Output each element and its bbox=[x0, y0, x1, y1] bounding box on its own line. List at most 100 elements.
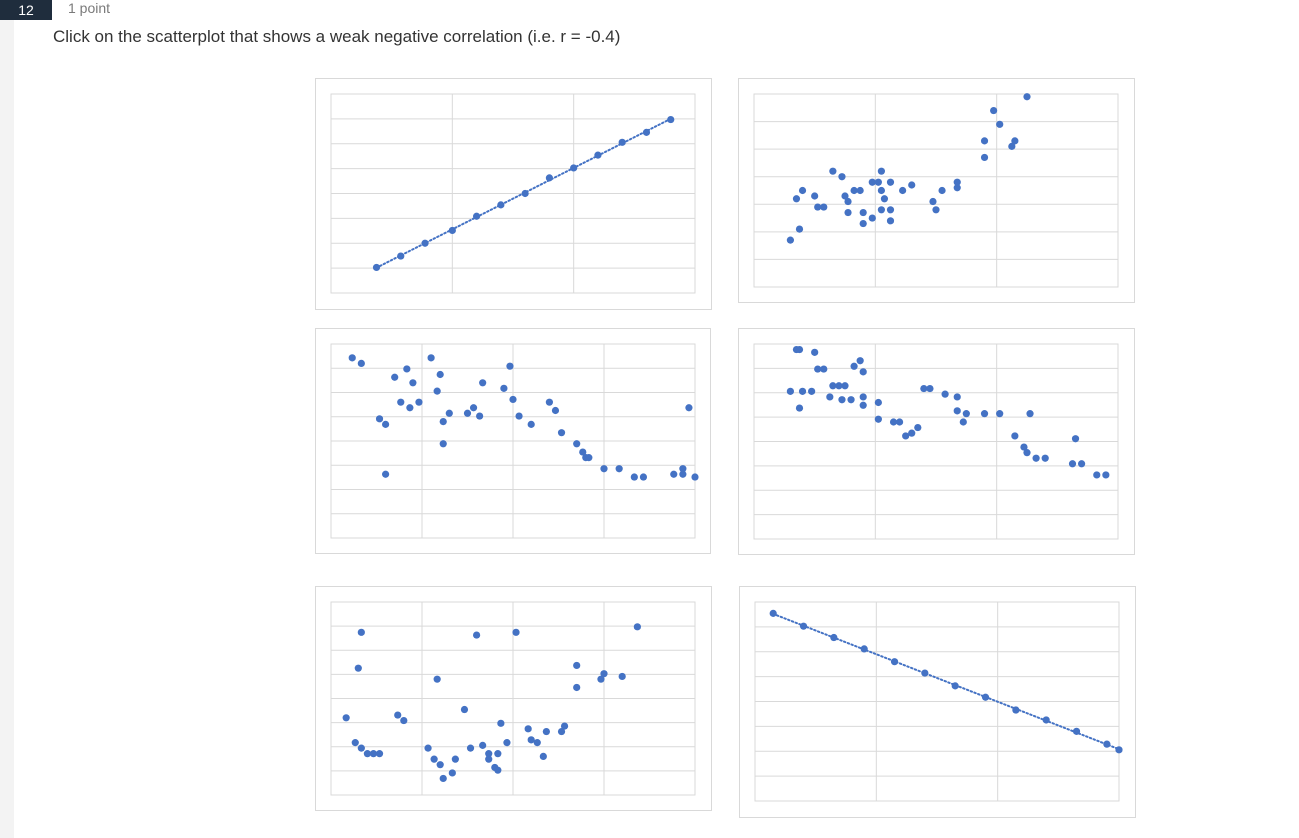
scatterplot-option-2[interactable] bbox=[738, 78, 1135, 303]
scatter-point bbox=[551, 406, 560, 415]
scatter-point bbox=[814, 365, 822, 373]
scatterplot-4 bbox=[753, 343, 1119, 540]
scatter-point bbox=[890, 658, 899, 666]
scatter-point bbox=[1042, 716, 1050, 724]
scatter-point bbox=[451, 755, 459, 763]
scatter-point bbox=[841, 192, 849, 200]
scatter-point bbox=[427, 354, 435, 362]
scatter-point bbox=[466, 744, 475, 752]
scatter-point bbox=[600, 465, 608, 473]
scatter-point bbox=[889, 418, 898, 426]
scatter-point bbox=[914, 423, 922, 432]
scatter-point bbox=[430, 755, 438, 763]
scatter-point bbox=[560, 722, 569, 730]
scatter-point bbox=[959, 418, 967, 426]
scatter-point bbox=[856, 186, 864, 195]
scatter-point bbox=[811, 192, 819, 200]
scatter-point bbox=[521, 189, 529, 198]
scatter-point bbox=[639, 473, 648, 481]
scatter-point bbox=[473, 212, 481, 220]
scatter-point bbox=[403, 365, 411, 373]
scatter-point bbox=[1008, 142, 1016, 150]
scatter-point bbox=[497, 201, 505, 209]
scatter-point bbox=[798, 387, 807, 395]
scatter-point bbox=[908, 181, 916, 189]
scatter-point bbox=[500, 384, 508, 392]
scatterplot-option-1[interactable] bbox=[315, 78, 712, 310]
scatter-point bbox=[515, 412, 523, 420]
scatter-point bbox=[850, 186, 858, 195]
scatter-point bbox=[874, 415, 882, 423]
scatter-point bbox=[868, 214, 876, 222]
scatter-point bbox=[557, 727, 566, 736]
scatter-point bbox=[1032, 454, 1040, 462]
scatter-point bbox=[494, 766, 502, 774]
scatter-point bbox=[1011, 432, 1019, 440]
scatter-point bbox=[811, 348, 819, 356]
scatterplot-6 bbox=[754, 601, 1123, 802]
scatter-point bbox=[953, 393, 961, 401]
scatter-point bbox=[557, 429, 566, 437]
scatter-point bbox=[859, 219, 867, 228]
scatter-point bbox=[990, 106, 998, 115]
scatter-point bbox=[841, 382, 849, 390]
scatter-point bbox=[375, 750, 384, 758]
scatterplot-option-5[interactable] bbox=[315, 586, 712, 811]
scatter-point bbox=[597, 675, 605, 683]
scatter-point bbox=[877, 206, 885, 214]
scatterplot-option-3[interactable] bbox=[315, 328, 711, 554]
scatter-point bbox=[445, 409, 453, 417]
scatter-point bbox=[795, 404, 804, 412]
scatter-point bbox=[594, 151, 602, 159]
scatter-point bbox=[506, 362, 514, 370]
scatter-point bbox=[394, 711, 402, 719]
scatter-point bbox=[600, 670, 608, 678]
scatter-point bbox=[1102, 471, 1110, 479]
scatter-point bbox=[573, 661, 581, 670]
scatter-point bbox=[880, 195, 889, 203]
scatter-point bbox=[929, 197, 937, 206]
scatterplot-2 bbox=[753, 93, 1119, 288]
scatter-point bbox=[920, 384, 928, 393]
scatter-point bbox=[1078, 460, 1086, 468]
scatter-point bbox=[850, 362, 858, 370]
scatter-point bbox=[670, 470, 678, 478]
scatter-point bbox=[980, 137, 989, 145]
scatter-point bbox=[533, 739, 541, 747]
scatter-point bbox=[406, 404, 414, 412]
scatter-point bbox=[400, 716, 408, 725]
scatter-point bbox=[926, 384, 934, 393]
scatter-point bbox=[830, 633, 838, 642]
scatter-point bbox=[375, 415, 384, 423]
scatter-point bbox=[685, 404, 693, 412]
scatter-point bbox=[829, 382, 837, 390]
scatter-point bbox=[996, 120, 1004, 128]
scatter-point bbox=[951, 682, 959, 690]
scatter-point bbox=[1103, 740, 1111, 748]
scatter-point bbox=[962, 410, 970, 418]
scatter-point bbox=[545, 398, 553, 406]
scatter-point bbox=[415, 398, 423, 406]
scatter-point bbox=[996, 410, 1004, 418]
scatter-point bbox=[524, 725, 532, 733]
scatter-point bbox=[615, 465, 623, 473]
scatter-point bbox=[633, 623, 641, 631]
scatter-point bbox=[679, 470, 687, 478]
scatter-point bbox=[476, 412, 484, 420]
scatter-point bbox=[980, 153, 989, 162]
scatter-point bbox=[1026, 410, 1034, 418]
scatter-point bbox=[902, 432, 910, 440]
scatter-point bbox=[448, 769, 456, 777]
scatterplot-option-6[interactable] bbox=[739, 586, 1136, 818]
scatter-point bbox=[932, 206, 940, 214]
scatterplot-option-4[interactable] bbox=[738, 328, 1135, 555]
scatter-point bbox=[820, 203, 828, 211]
scatterplot-5 bbox=[330, 601, 696, 796]
scatter-point bbox=[397, 398, 405, 406]
scatter-point bbox=[1011, 137, 1019, 145]
scatter-point bbox=[542, 727, 550, 736]
scatter-point bbox=[808, 387, 816, 395]
scatter-point bbox=[921, 669, 929, 677]
scatter-point bbox=[436, 370, 444, 379]
